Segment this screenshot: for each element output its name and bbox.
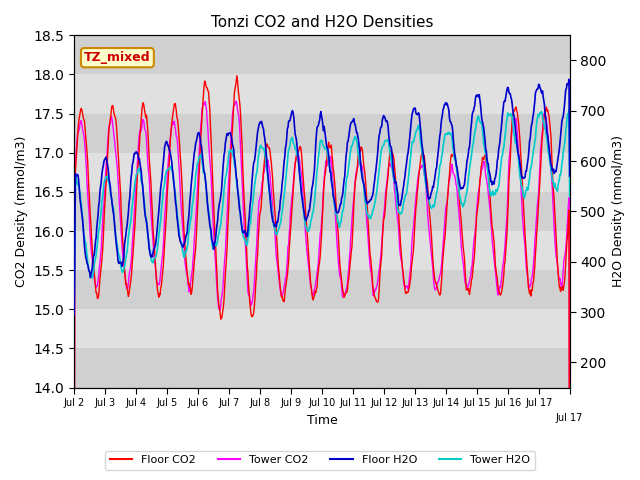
Floor H2O	[70, 312, 78, 318]
Tower H2O	[401, 198, 408, 204]
Floor H2O	[401, 178, 408, 183]
Floor CO2	[373, 299, 381, 305]
Floor H2O	[372, 161, 380, 167]
Floor H2O	[565, 76, 573, 82]
Floor H2O	[263, 156, 271, 161]
Text: TZ_mixed: TZ_mixed	[84, 51, 150, 64]
Tower H2O	[129, 203, 136, 208]
Floor H2O	[566, 173, 573, 179]
Floor H2O	[244, 228, 252, 233]
Y-axis label: H2O Density (mmol/m3): H2O Density (mmol/m3)	[612, 135, 625, 288]
Tower H2O	[70, 313, 78, 319]
Bar	[74, 192, 570, 231]
Line: Floor CO2: Floor CO2	[74, 76, 570, 480]
Tower H2O	[220, 196, 227, 202]
Line: Tower H2O: Tower H2O	[74, 109, 570, 316]
Bar	[74, 231, 570, 270]
Bar	[74, 309, 570, 348]
Floor CO2	[244, 283, 252, 288]
Bar	[74, 36, 570, 74]
Line: Tower CO2: Tower CO2	[74, 101, 570, 480]
Bar	[74, 348, 570, 388]
Bar	[74, 270, 570, 309]
Tower H2O	[372, 191, 380, 196]
Bar	[74, 114, 570, 153]
X-axis label: Time: Time	[307, 414, 337, 427]
Tower CO2	[129, 240, 136, 246]
Floor H2O	[220, 161, 227, 167]
Floor CO2	[401, 286, 409, 292]
Floor CO2	[220, 304, 227, 310]
Bar	[74, 74, 570, 114]
Floor CO2	[129, 259, 136, 265]
Bar	[74, 153, 570, 192]
Tower H2O	[566, 194, 573, 200]
Legend: Floor CO2, Tower CO2, Floor H2O, Tower H2O: Floor CO2, Tower CO2, Floor H2O, Tower H…	[105, 451, 535, 469]
Tower CO2	[264, 158, 271, 164]
Tower CO2	[232, 98, 240, 104]
Tower H2O	[263, 167, 271, 172]
Tower CO2	[220, 278, 227, 284]
Floor H2O	[129, 162, 136, 168]
Floor CO2	[233, 73, 241, 79]
Line: Floor H2O: Floor H2O	[74, 79, 570, 315]
Tower CO2	[401, 286, 409, 291]
Tower CO2	[244, 292, 252, 298]
Tower H2O	[244, 236, 252, 241]
Tower CO2	[373, 282, 381, 288]
Title: Tonzi CO2 and H2O Densities: Tonzi CO2 and H2O Densities	[211, 15, 433, 30]
Floor CO2	[264, 142, 271, 147]
Y-axis label: CO2 Density (mmol/m3): CO2 Density (mmol/m3)	[15, 136, 28, 287]
Tower H2O	[565, 107, 573, 112]
Text: Jul 17: Jul 17	[556, 413, 583, 422]
